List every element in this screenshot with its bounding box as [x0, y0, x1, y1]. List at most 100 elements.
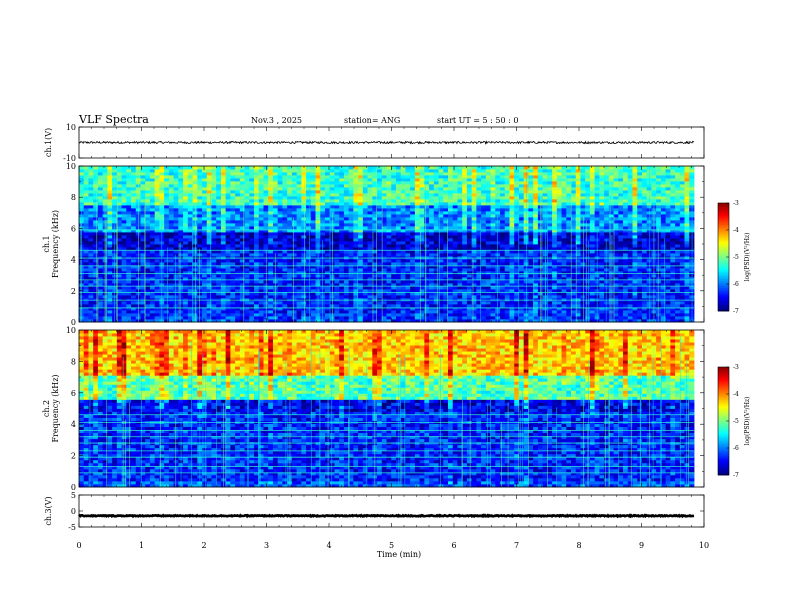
spectrogram-cell — [500, 298, 506, 302]
spectrogram-cell — [116, 247, 122, 251]
spectrogram-cell — [211, 277, 217, 281]
spectrogram-cell — [353, 250, 359, 254]
spectrogram-cell — [481, 166, 487, 170]
spectrogram-cell — [211, 316, 217, 320]
spectrogram-cell — [187, 304, 193, 308]
spectrogram-cell — [301, 190, 307, 194]
spectrogram-cell — [178, 172, 184, 176]
spectrogram-cell — [490, 268, 496, 272]
spectrogram-cell — [457, 199, 463, 203]
spectrogram-cell — [197, 178, 203, 182]
spectrogram-cell — [310, 181, 316, 185]
spectrogram-cell — [93, 175, 99, 179]
spectrogram-cell — [400, 181, 406, 185]
spectrogram-cell — [433, 274, 439, 278]
spectrogram-cell — [206, 238, 212, 242]
spectrogram-cell — [400, 217, 406, 221]
spectrogram-cell — [126, 268, 132, 272]
spectrogram-cell — [353, 298, 359, 302]
spectrogram-cell — [131, 250, 137, 254]
spectrogram-cell — [514, 208, 520, 212]
spectrogram-cell — [343, 220, 350, 224]
spectrogram-cell — [419, 289, 425, 293]
spectrogram-cell — [249, 253, 255, 257]
spectrogram-cell — [291, 181, 298, 185]
spectrogram-cell — [97, 286, 104, 290]
spectrogram-cell — [485, 199, 491, 203]
spectrogram-cell — [202, 307, 208, 311]
spectrogram-cell — [414, 193, 421, 197]
spectrogram-cell — [395, 169, 402, 173]
spectrogram-cell — [287, 295, 293, 299]
spectrogram-cell — [79, 199, 85, 203]
spectrogram-cell — [334, 259, 340, 263]
spectrogram-cell — [414, 280, 421, 284]
spectrogram-cell — [83, 217, 89, 221]
spectrogram-cell — [88, 271, 94, 275]
spectrogram-cell — [315, 178, 321, 182]
spectrogram-cell — [353, 223, 359, 227]
spectrogram-cell — [481, 319, 487, 323]
spectrogram-cell — [145, 304, 151, 308]
spectrogram-cell — [339, 292, 345, 296]
spectrogram-cell — [272, 169, 279, 173]
spectrogram-cell — [509, 295, 515, 299]
spectrogram-cell — [116, 250, 122, 254]
spectrogram-cell — [131, 190, 137, 194]
spectrogram-cell — [183, 190, 189, 194]
spectrogram-cell — [495, 247, 501, 251]
spectrogram-cell — [258, 295, 264, 299]
spectrogram-cell — [414, 313, 421, 317]
spectrogram-cell — [518, 289, 525, 293]
spectrogram-cell — [481, 181, 487, 185]
spectrogram-cell — [386, 280, 392, 284]
spectrogram-cell — [225, 295, 231, 299]
spectrogram-cell — [504, 280, 510, 284]
spectrogram-cell — [391, 187, 397, 191]
spectrogram-cell — [235, 262, 241, 266]
spectrogram-cell — [88, 268, 94, 272]
spectrogram-cell — [433, 187, 439, 191]
spectrogram-cell — [149, 313, 156, 317]
spectrogram-cell — [254, 244, 260, 248]
spectrogram-cell — [126, 172, 132, 176]
spectrogram-cell — [358, 289, 364, 293]
spectrogram-cell — [514, 235, 520, 239]
spectrogram-cell — [414, 211, 421, 215]
spectrogram-cell — [443, 169, 449, 173]
spectrogram-cell — [358, 238, 364, 242]
spectrogram-cell — [306, 196, 312, 200]
spectrogram-cell — [287, 166, 293, 170]
spectrogram-cell — [448, 247, 454, 251]
spectrogram-cell — [395, 304, 402, 308]
spectrogram-cell — [306, 226, 312, 230]
spectrogram-cell — [485, 235, 491, 239]
spectrogram-cell — [325, 214, 331, 218]
spectrogram-cell — [216, 313, 222, 317]
spectrogram-cell — [391, 238, 397, 242]
spectrogram-cell — [282, 307, 288, 311]
spectrogram-cell — [509, 253, 515, 257]
spectrogram-cell — [145, 208, 151, 212]
spectrogram-cell — [97, 271, 104, 275]
spectrogram-cell — [457, 193, 463, 197]
spectrogram-cell — [400, 313, 406, 317]
spectrogram-cell — [310, 319, 316, 323]
spectrogram-cell — [93, 217, 99, 221]
spectrogram-cell — [310, 205, 316, 209]
spectrogram-cell — [93, 310, 99, 314]
spectrogram-cell — [116, 244, 122, 248]
spectrogram-cell — [268, 289, 274, 293]
spectrogram-cell — [235, 235, 241, 239]
spectrogram-cell — [343, 241, 350, 245]
spectrogram-cell — [164, 205, 170, 209]
spectrogram-cell — [485, 238, 491, 242]
spectrogram-cell — [462, 229, 468, 233]
spectrogram-cell — [263, 196, 269, 200]
spectrogram-cell — [168, 205, 175, 209]
spectrogram-cell — [126, 214, 132, 218]
spectrogram-cell — [168, 289, 175, 293]
spectrogram-cell — [187, 253, 193, 257]
spectrogram-cell — [225, 205, 231, 209]
spectrogram-cell — [490, 211, 496, 215]
